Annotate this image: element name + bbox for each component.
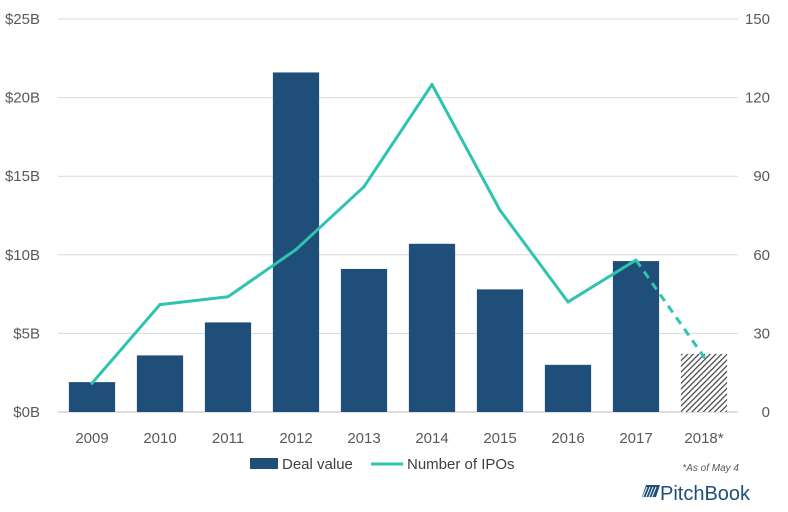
left-axis-tick-label: $10B: [5, 247, 40, 264]
x-axis-tick-label: 2015: [483, 430, 516, 447]
legend: Deal value Number of IPOs: [250, 456, 515, 473]
legend-label-deal-value: Deal value: [282, 456, 353, 473]
x-axis-tick-label: 2018*: [684, 430, 723, 447]
ipo-line-point: [498, 208, 502, 212]
ipo-line-dashed-estimate: [634, 259, 706, 358]
x-axis-tick-label: 2010: [143, 430, 176, 447]
right-axis-tick-label: 30: [753, 325, 770, 342]
bar-deal-value: [340, 268, 388, 412]
left-axis: $0B $5B $10B $15B $20B $25B: [5, 11, 40, 421]
bar-deal-value: [408, 243, 456, 412]
ipo-line-point: [702, 355, 706, 359]
pitchbook-logo: PitchBook: [642, 483, 751, 505]
left-axis-tick-label: $0B: [13, 404, 40, 421]
bar-deal-value: [544, 364, 592, 412]
ipo-line-point: [226, 295, 230, 299]
left-axis-tick-label: $15B: [5, 168, 40, 185]
ipo-line-point: [634, 258, 638, 262]
ipo-line-point: [362, 185, 366, 189]
legend-label-ipo-count: Number of IPOs: [407, 456, 515, 473]
ipo-line-point: [294, 247, 298, 252]
right-axis: 0 30 60 90 120 150: [745, 11, 770, 421]
right-axis-tick-label: 120: [745, 90, 770, 107]
bar-deal-value: [476, 289, 524, 412]
deal-value-bars: [68, 72, 728, 412]
ipo-count-line: [90, 82, 706, 385]
x-axis-tick-label: 2011: [212, 430, 244, 447]
x-axis-tick-label: 2012: [279, 430, 312, 447]
ipo-line-point: [430, 82, 434, 87]
pitchbook-wordmark: PitchBook: [660, 483, 751, 505]
bar-deal-value: [136, 355, 184, 412]
x-axis: 2009 2010 2011 2012 2013 2014 2015 2016 2017 2018…: [75, 430, 723, 447]
right-axis-tick-label: 60: [753, 247, 770, 264]
bar-deal-value: [68, 382, 116, 412]
footnote: *As of May 4: [682, 463, 739, 474]
x-axis-tick-label: 2016: [551, 430, 584, 447]
right-axis-tick-label: 150: [745, 11, 770, 28]
x-axis-tick-label: 2014: [415, 430, 448, 447]
left-axis-tick-label: $20B: [5, 90, 40, 107]
bar-deal-value: [612, 261, 660, 412]
ipo-line-point: [90, 381, 94, 385]
left-axis-tick-label: $5B: [13, 325, 40, 342]
right-axis-tick-label: 90: [753, 168, 770, 185]
ipo-line-point: [158, 302, 162, 307]
left-axis-tick-label: $25B: [5, 11, 40, 28]
bar-deal-value-estimate: [680, 353, 728, 412]
x-axis-tick-label: 2009: [75, 430, 108, 447]
pitchbook-leaf-icon: [642, 485, 660, 498]
bar-deal-value: [204, 322, 252, 412]
x-axis-tick-label: 2017: [619, 430, 652, 447]
ipo-line-point: [566, 300, 570, 304]
bar-deal-value: [272, 72, 320, 412]
right-axis-tick-label: 0: [762, 404, 770, 421]
x-axis-tick-label: 2013: [347, 430, 380, 447]
legend-swatch-deal-value: [250, 458, 278, 469]
